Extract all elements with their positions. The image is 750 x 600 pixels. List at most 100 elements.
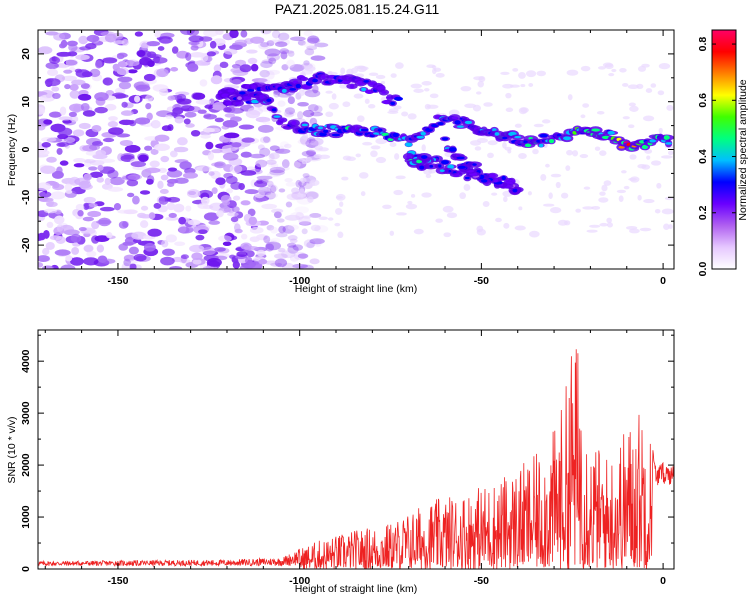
spectrogram-cell xyxy=(231,142,242,148)
spectrogram-cell xyxy=(518,152,527,160)
spectrogram-cell xyxy=(185,205,192,212)
spectrogram-cell xyxy=(79,46,92,51)
spectrogram-cell xyxy=(660,155,673,159)
spectrogram-cell xyxy=(244,38,254,45)
spectrogram-cell xyxy=(145,102,152,110)
spectrogram-cell xyxy=(435,218,443,223)
spectrogram-cell xyxy=(575,208,581,213)
spectrogram-cell xyxy=(275,148,291,154)
spectrogram-cell xyxy=(147,228,162,237)
spectrogram-cell xyxy=(310,55,326,61)
spectrogram-cell xyxy=(310,111,323,117)
spectrogram-cell xyxy=(274,258,288,268)
spectrogram-cell xyxy=(514,135,522,139)
spectrogram-cell xyxy=(295,212,304,220)
spectrogram-cell xyxy=(421,144,426,152)
spectrogram-cell xyxy=(249,226,264,234)
spectrogram-cell xyxy=(188,190,197,196)
spectrogram-cell xyxy=(257,144,265,151)
spectrogram-cell xyxy=(73,104,81,113)
spectrogram-cell xyxy=(96,244,105,253)
spectrogram-cell xyxy=(223,107,232,113)
spectrogram-cell xyxy=(65,189,73,194)
spectrogram-cell xyxy=(42,247,50,256)
spectrogram-cell xyxy=(180,30,195,35)
spectrogram-cell xyxy=(375,138,388,145)
spectrogram-cell xyxy=(548,139,555,144)
tick-label: -150 xyxy=(107,275,128,287)
colorbar-label: Normalized spectral amplitude xyxy=(737,79,749,220)
spectrogram-cell xyxy=(276,218,285,223)
spectrogram-cell xyxy=(108,127,124,135)
spectrogram-cell xyxy=(502,141,507,149)
spectrogram-cell xyxy=(580,114,586,119)
spectrogram-cell xyxy=(649,139,657,143)
spectrogram-cell xyxy=(381,91,387,94)
spectrogram-cell xyxy=(133,253,147,262)
spectrogram-cell xyxy=(113,203,122,211)
spectrogram-cell xyxy=(280,51,288,60)
spectrogram-cell xyxy=(148,212,156,220)
spectrogram-cell xyxy=(504,146,512,151)
spectrogram-cell xyxy=(154,134,170,142)
spectrogram-cell xyxy=(294,206,310,214)
spectrogram-cell xyxy=(339,201,344,207)
spectrogram-cell xyxy=(83,202,90,211)
spectrogram-cell xyxy=(239,264,253,269)
spectrogram-cell xyxy=(215,177,226,185)
spectrogram-cell xyxy=(265,241,282,251)
spectrogram-cell xyxy=(273,154,281,159)
spectrogram-cell xyxy=(494,132,500,136)
spectrogram-cell xyxy=(45,241,55,250)
spectrogram-cell xyxy=(274,253,288,259)
spectrogram-cell xyxy=(579,153,589,159)
spectrogram-cell xyxy=(503,222,510,229)
spectrogram-cell xyxy=(255,159,268,168)
spectrogram-cell xyxy=(176,98,192,105)
spectrogram-cell xyxy=(144,145,153,151)
spectrogram-cell xyxy=(536,70,547,77)
spectrogram-cell xyxy=(271,30,281,39)
spectrogram-cell xyxy=(97,255,108,263)
spectrogram-cell xyxy=(180,254,189,260)
spectrogram-cell xyxy=(658,127,663,134)
spectrogram-cell xyxy=(117,76,133,83)
spectrogram-cell xyxy=(331,133,341,137)
spectrogram-cell xyxy=(69,115,79,123)
spectrogram-cell xyxy=(207,152,215,161)
spectrogram-cell xyxy=(83,173,92,181)
spectrogram-cell xyxy=(44,208,58,214)
spectrogram-cell xyxy=(112,32,124,40)
spectrogram-cell xyxy=(267,172,281,178)
spectrogram-cell xyxy=(448,147,457,152)
spectrogram-cell xyxy=(190,45,199,51)
spectrogram-cell xyxy=(86,250,97,258)
spectrogram-cell xyxy=(410,83,423,89)
spectrogram-cell xyxy=(518,71,526,79)
spectrogram-cell xyxy=(289,254,300,262)
spectrogram-cell xyxy=(291,187,300,195)
spectrogram-cell xyxy=(410,194,416,198)
spectrogram-cell xyxy=(583,186,591,190)
spectrogram-cell xyxy=(266,69,281,75)
spectrogram-cell xyxy=(335,193,346,201)
snr-y-ticks: 0 1000 2000 3000 4000 xyxy=(20,334,674,572)
spectrogram-cell xyxy=(282,225,295,234)
spectrogram-cell xyxy=(509,84,521,88)
spectrogram-cell xyxy=(394,153,400,160)
spectrogram-cell xyxy=(116,133,131,138)
spectrogram-cell xyxy=(500,71,510,75)
spectrogram-cell xyxy=(487,152,494,159)
spectrogram-cell xyxy=(591,128,601,132)
spectrogram-cell xyxy=(297,40,306,46)
spectrogram-cell xyxy=(359,172,369,179)
spectrogram-cell xyxy=(299,188,305,194)
spectrogram-cell xyxy=(96,219,112,225)
spectrogram-cell xyxy=(158,167,167,174)
spectrogram-cell xyxy=(565,165,571,171)
spectrogram-cell xyxy=(341,176,349,181)
snr-series-line xyxy=(38,349,674,569)
spectrogram-cell xyxy=(278,225,286,234)
spectrogram-cell xyxy=(309,181,316,186)
spectrogram-cell xyxy=(602,62,614,68)
